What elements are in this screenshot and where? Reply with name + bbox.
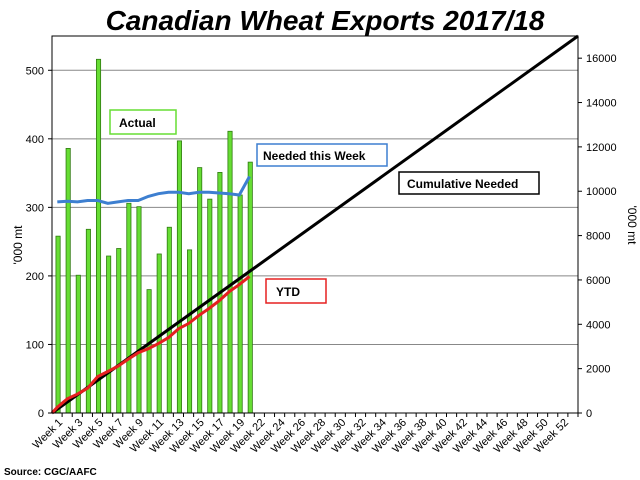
legend-actual-label: Actual (119, 116, 156, 130)
left-tick-label: 100 (26, 339, 44, 351)
bar-actual-week-13 (176, 140, 182, 414)
right-tick-label: 4000 (586, 319, 610, 331)
source-note: Source: CGC/AAFC (4, 467, 97, 478)
bar-actual-week-19 (237, 194, 243, 414)
left-tick-label: 300 (26, 202, 44, 214)
bar-actual-week-14 (187, 249, 193, 414)
right-tick-label: 8000 (586, 231, 610, 243)
legend-actual: Actual (109, 109, 177, 135)
bar-actual-week-6 (106, 255, 112, 414)
y-axis-label-left: '000 mt (11, 225, 25, 265)
line-ytd (50, 275, 251, 415)
bar-actual-week-1 (55, 235, 61, 414)
legend-needed-this-week: Needed this Week (256, 143, 388, 167)
bar-actual-week-10 (146, 289, 152, 414)
right-tick-label: 14000 (586, 98, 617, 110)
bar-actual-week-8 (126, 202, 132, 414)
legend-cumulative-needed-label: Cumulative Needed (407, 177, 518, 191)
right-tick-label: 16000 (586, 53, 617, 65)
chart-title: Canadian Wheat Exports 2017/18 (106, 5, 545, 36)
right-tick-label: 0 (586, 408, 592, 420)
left-tick-label: 200 (26, 271, 44, 283)
legend-cumulative-needed: Cumulative Needed (398, 171, 540, 195)
right-tick-label: 6000 (586, 275, 610, 287)
bar-actual-week-7 (116, 248, 122, 414)
right-tick-label: 12000 (586, 142, 617, 154)
bar-actual-week-15 (197, 167, 203, 414)
left-tick-label: 400 (26, 134, 44, 146)
bar-actual-week-9 (136, 206, 142, 414)
y-axis-label-right: '000 mt (625, 206, 639, 246)
bar-actual-week-20 (247, 161, 253, 414)
bar-actual-week-18 (227, 130, 233, 414)
left-tick-label: 500 (26, 65, 44, 77)
legend-needed-this-week-label: Needed this Week (263, 149, 366, 163)
legend-ytd-label: YTD (276, 285, 300, 299)
bar-actual-week-5 (95, 58, 102, 414)
right-tick-label: 10000 (586, 186, 617, 198)
bar-actual-week-2 (65, 148, 71, 414)
right-tick-label: 2000 (586, 364, 610, 376)
legend-ytd: YTD (265, 278, 327, 304)
right-axis-ticks: 0 2000 4000 6000 8000 10000 12000 14000 16000 (578, 53, 617, 420)
line-cumulative-needed (51, 34, 579, 415)
bar-actual-week-12 (166, 226, 172, 414)
left-tick-label: 0 (38, 408, 44, 420)
line-needed-this-week (57, 175, 251, 205)
left-axis-ticks: 0 100 200 300 400 500 (26, 65, 52, 420)
